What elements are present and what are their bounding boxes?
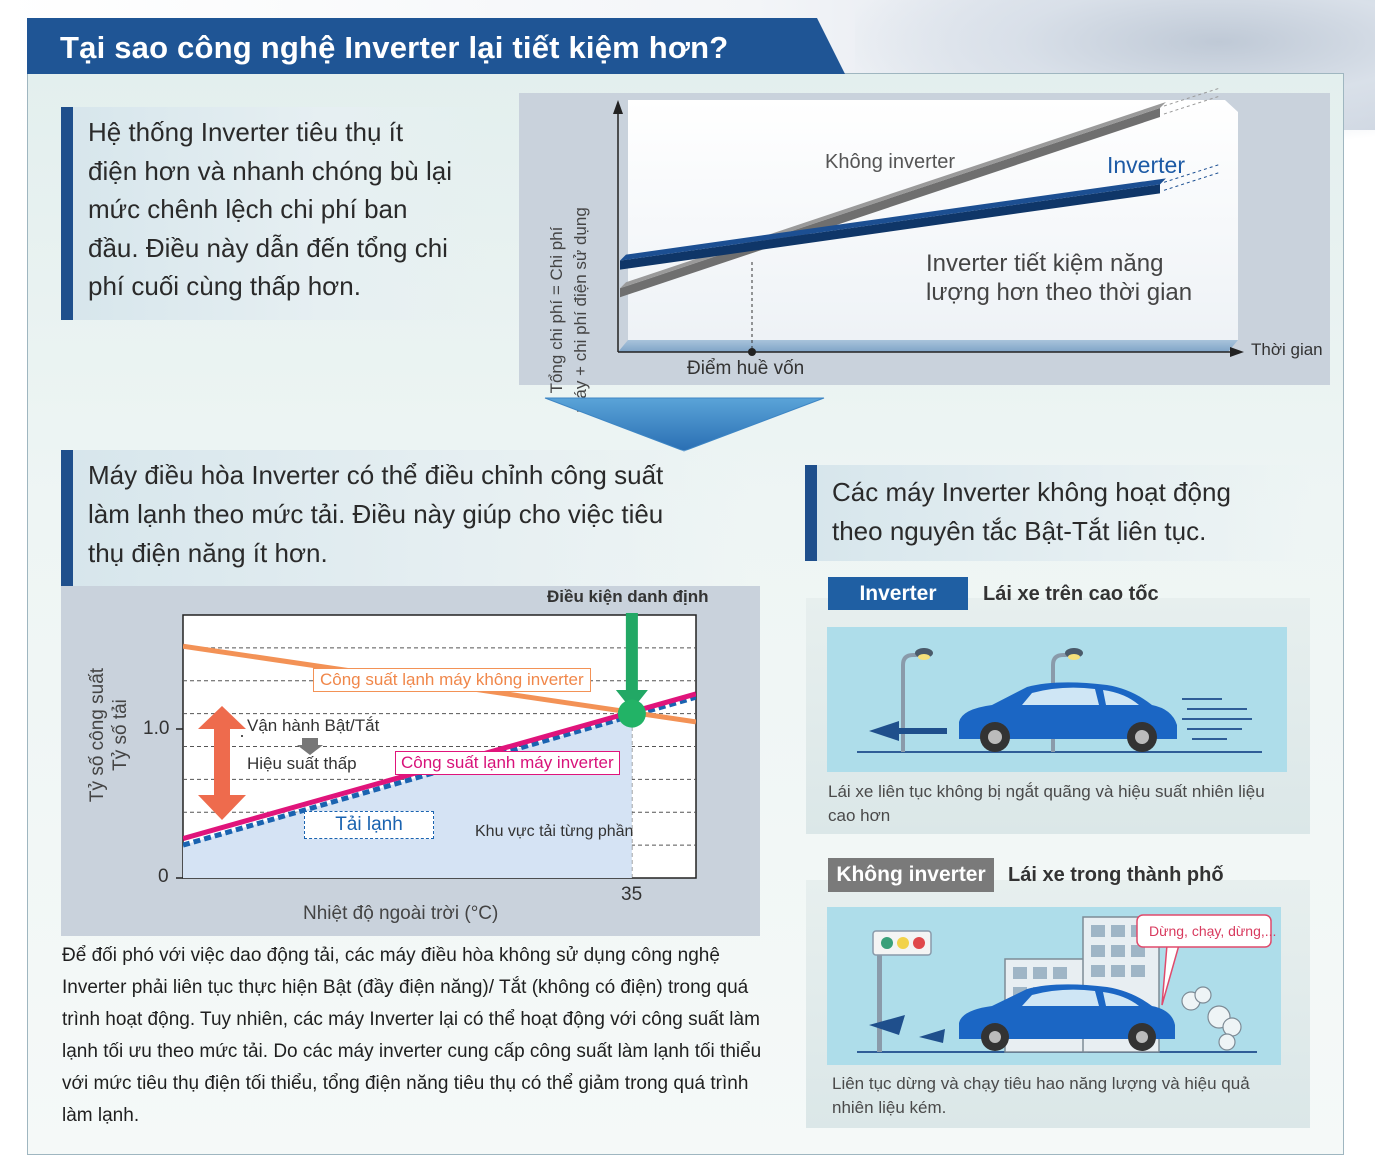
car-icon xyxy=(959,984,1175,1051)
noninv-bubble-text: Dừng, chạy, dừng,... xyxy=(1149,923,1277,939)
page-title: Tại sao công nghệ Inverter lại tiết kiệm… xyxy=(60,30,729,65)
street-lamp-icon xyxy=(1051,648,1083,752)
inverter-caption: Lái xe liên tục không bị ngắt quãng và h… xyxy=(828,782,1265,825)
capacity-xlabel: Nhiệt độ ngoài trời (°C) xyxy=(303,903,499,924)
callout-top-text: Hệ thống Inverter tiêu thụ ít điện hơn v… xyxy=(88,117,452,301)
cost-ylabel-line1: Tổng chi phí = Chi phí xyxy=(547,226,566,394)
highway-illustration xyxy=(827,627,1287,772)
body-text: Để đối phó với việc dao động tải, các má… xyxy=(62,945,762,1126)
label-non-inverter-capacity: Công suất lạnh máy không inverter xyxy=(313,668,591,692)
label-inverter-capacity: Công suất lạnh máy inverter xyxy=(395,751,620,775)
savings-line2: lượng hơn theo thời gian xyxy=(926,279,1193,306)
y-tick-label-1: 1.0 xyxy=(143,718,170,739)
y-tick-label-0: 0 xyxy=(158,866,169,887)
capacity-ylabel-line2: Tỷ số tải xyxy=(110,699,131,771)
break-even-label: Điểm huề vốn xyxy=(687,358,805,379)
callout-mid: Máy điều hòa Inverter có thể điều chỉnh … xyxy=(61,450,748,586)
exhaust-cloud-icon xyxy=(1181,986,1242,1051)
noninv-scene-title: Lái xe trong thành phố xyxy=(1008,864,1224,886)
speech-tail xyxy=(1161,944,1180,1006)
capacity-ylabel-line1: Tỷ số công suất xyxy=(87,667,108,803)
inverter-scene-title: Lái xe trên cao tốc xyxy=(983,583,1159,605)
street-lamp-icon xyxy=(901,648,933,752)
series-label-inverter: Inverter xyxy=(1107,152,1185,178)
series-label-non-inverter: Không inverter xyxy=(825,151,956,173)
city-svg xyxy=(857,914,1272,1053)
cost-chart-xlabel: Thời gian xyxy=(1251,340,1323,359)
savings-line1: Inverter tiết kiệm năng xyxy=(926,250,1164,277)
label-onoff: Vận hành Bật/Tắt xyxy=(247,716,380,735)
label-partial-load: Khu vực tải từng phần xyxy=(475,823,634,840)
city-illustration xyxy=(827,907,1281,1065)
inverter-tag: Inverter xyxy=(828,577,968,610)
traffic-light-icon xyxy=(872,930,932,1052)
car-icon xyxy=(959,682,1177,752)
speech-bubble xyxy=(1136,914,1272,948)
capacity-ylabel: Tỷ số công suất Tỷ số tải xyxy=(86,645,146,825)
highway-svg xyxy=(857,648,1262,753)
label-cooling-load: Tải lạnh xyxy=(304,811,434,839)
callout-right: Các máy Inverter không hoạt động theo ng… xyxy=(805,465,1312,561)
rated-condition-label: Điều kiện danh định xyxy=(547,587,709,606)
left-arrow-icon xyxy=(869,1015,945,1043)
cost-ylabel-line2: máy + chi phí điện sử dụng xyxy=(571,207,590,413)
title-bar xyxy=(27,18,845,74)
callout-mid-text: Máy điều hòa Inverter có thể điều chỉnh … xyxy=(88,460,664,568)
cost-chart-ylabel: Tổng chi phí = Chi phí máy + chi phí điệ… xyxy=(545,185,615,435)
x-tick-label-35: 35 xyxy=(621,884,643,905)
speed-lines xyxy=(1182,698,1252,740)
noninv-tag: Không inverter xyxy=(828,858,994,892)
callout-right-text: Các máy Inverter không hoạt động theo ng… xyxy=(832,477,1231,546)
savings-annotation: Inverter tiết kiệm năng lượng hơn theo t… xyxy=(926,249,1192,307)
callout-top: Hệ thống Inverter tiêu thụ ít điện hơn v… xyxy=(61,107,488,320)
noninv-caption: Liên tục dừng và chạy tiêu hao năng lượn… xyxy=(832,1074,1250,1117)
label-low-efficiency: Hiệu suất thấp xyxy=(247,754,357,773)
left-arrow-icon xyxy=(869,721,947,741)
cost-chart-background xyxy=(519,93,1330,385)
